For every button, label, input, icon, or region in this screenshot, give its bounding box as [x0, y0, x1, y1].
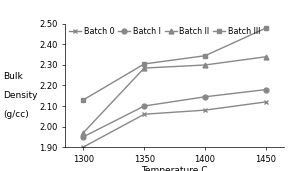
Text: (g/cc): (g/cc) — [3, 110, 29, 119]
Text: Density: Density — [3, 91, 38, 100]
X-axis label: Temperature C: Temperature C — [141, 167, 208, 171]
Text: Bulk: Bulk — [3, 73, 23, 81]
Legend: Batch 0, Batch I, Batch II, Batch III: Batch 0, Batch I, Batch II, Batch III — [69, 27, 260, 36]
